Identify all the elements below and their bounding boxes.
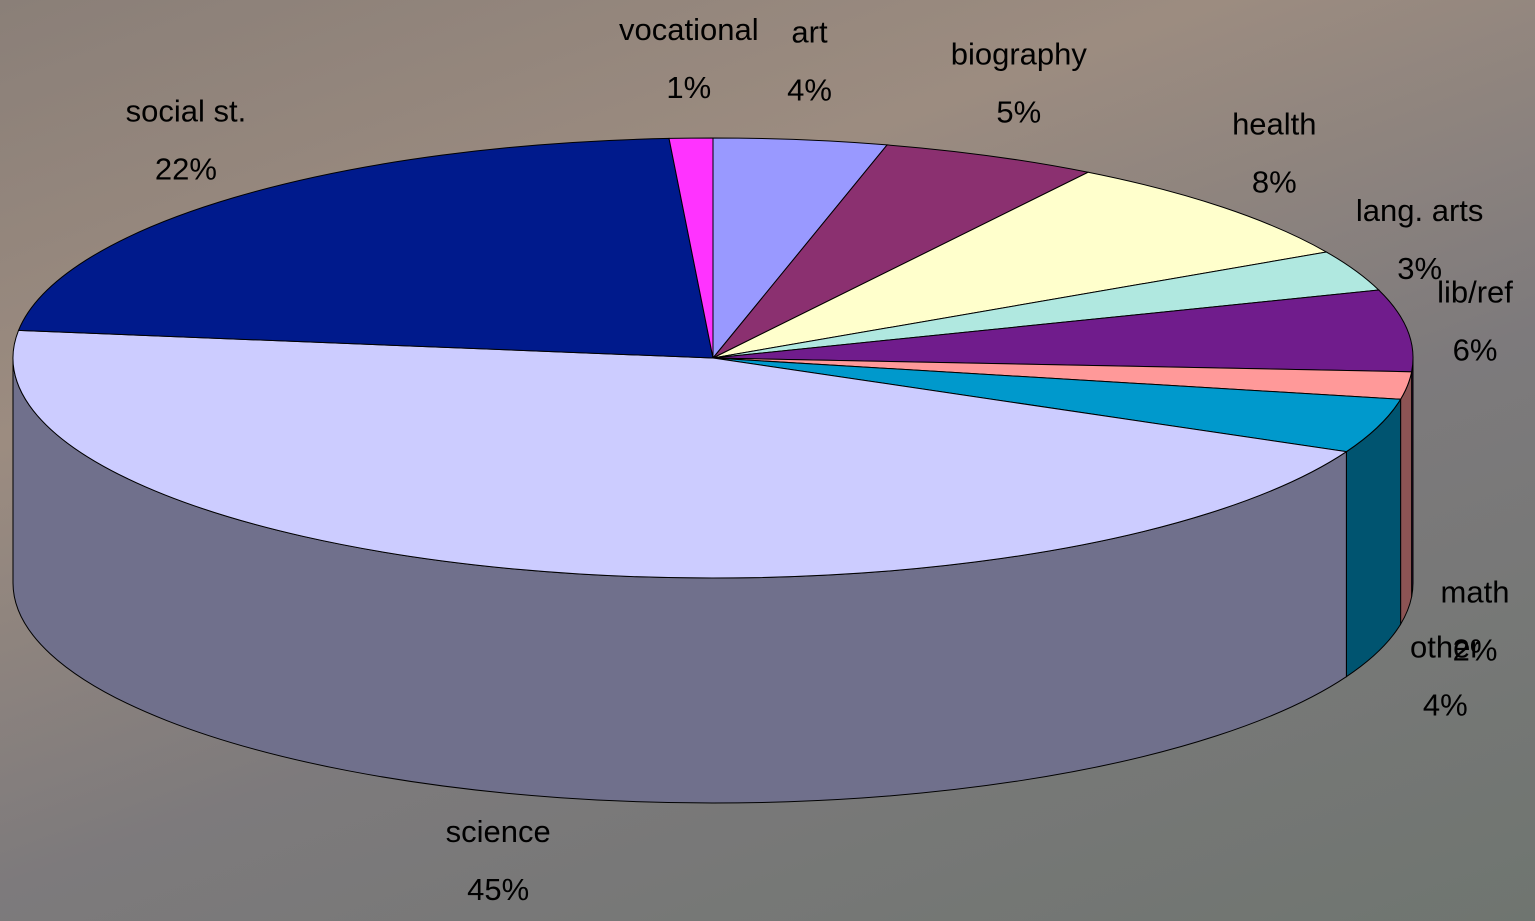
chart: art 4% biography 5% health 8% lang. arts 3%lib/… [0,0,1535,921]
slice-value-label: 3% [1397,251,1442,286]
slice-label: vocational [619,12,759,47]
slice-label: health [1232,107,1316,142]
slice-side [1401,372,1412,624]
slice-value-label: 4% [1423,688,1468,723]
slice-label: math [1441,575,1510,610]
slice-label: biography [951,37,1088,72]
slice-value-label: 6% [1453,332,1498,367]
slice-label: science [446,814,551,849]
slice-value-label: 45% [467,872,529,907]
slice-label: social st. [126,93,247,128]
slice-label: art [791,14,828,49]
slice-label: lang. arts [1356,193,1484,228]
slice [19,138,713,358]
slice-label: lib/ref [1437,274,1513,309]
slice-value-label: 5% [996,95,1041,130]
slice-label: other [1410,630,1481,665]
slice-value-label: 8% [1252,165,1297,200]
slice-value-label: 1% [666,70,711,105]
slice-value-label: 4% [787,72,832,107]
page: art 4% biography 5% health 8% lang. arts 3%lib/… [0,0,1535,921]
slice-value-label: 22% [155,151,217,186]
